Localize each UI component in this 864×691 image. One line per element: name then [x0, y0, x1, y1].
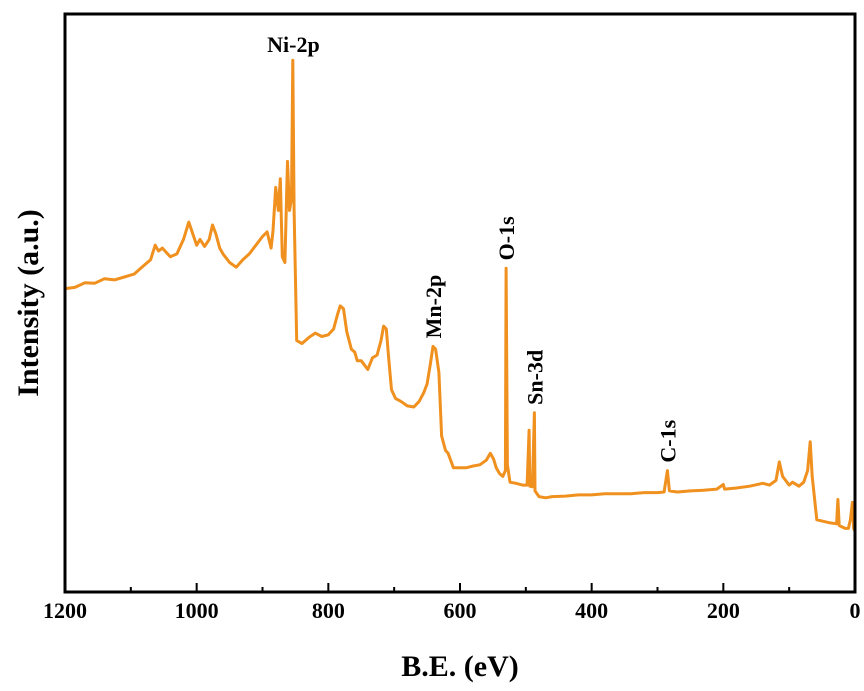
x-tick-label: 0 — [850, 598, 861, 623]
plot-area — [64, 58, 857, 532]
x-axis-label: B.E. (eV) — [401, 650, 518, 683]
x-tick-label: 1000 — [175, 598, 219, 623]
x-tick-label: 800 — [312, 598, 345, 623]
x-tick-label: 200 — [707, 598, 740, 623]
x-tick-label: 1200 — [43, 598, 87, 623]
x-tick-label: 400 — [575, 598, 608, 623]
peak-label: C-1s — [655, 419, 680, 462]
x-tick-label: 600 — [444, 598, 477, 623]
peak-label: Sn-3d — [522, 350, 547, 405]
peak-label: O-1s — [494, 216, 519, 260]
y-axis-label: Intensity (a.u.) — [12, 209, 45, 397]
series-line-0 — [64, 58, 857, 532]
x-axis-ticks: 1200 1000 800 600 400 200 0 — [43, 583, 861, 623]
peak-label: Mn-2p — [421, 275, 446, 339]
peak-annotations: Ni-2p Mn-2p O-1s Sn-3d C-1s — [267, 32, 680, 462]
peak-label: Ni-2p — [267, 32, 320, 57]
plot-frame — [63, 12, 857, 594]
